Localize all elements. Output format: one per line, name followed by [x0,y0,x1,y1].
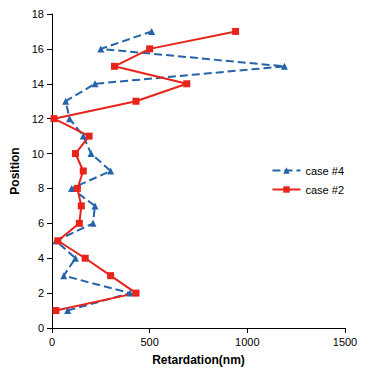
svg-text:8: 8 [38,182,44,194]
svg-text:18: 18 [32,8,44,20]
svg-text:case #2: case #2 [305,184,344,196]
svg-text:12: 12 [32,113,44,125]
svg-text:0: 0 [38,322,44,334]
svg-text:16: 16 [32,43,44,55]
svg-text:Retardation(nm): Retardation(nm) [152,353,245,367]
svg-text:1000: 1000 [235,336,259,348]
svg-text:10: 10 [32,148,44,160]
svg-text:Position: Position [8,147,22,194]
svg-text:1500: 1500 [333,336,357,348]
svg-text:500: 500 [140,336,158,348]
svg-text:4: 4 [38,252,44,264]
svg-text:0: 0 [49,336,55,348]
svg-text:case #4: case #4 [305,165,344,177]
svg-text:14: 14 [32,78,44,90]
svg-text:2: 2 [38,287,44,299]
svg-text:6: 6 [38,217,44,229]
